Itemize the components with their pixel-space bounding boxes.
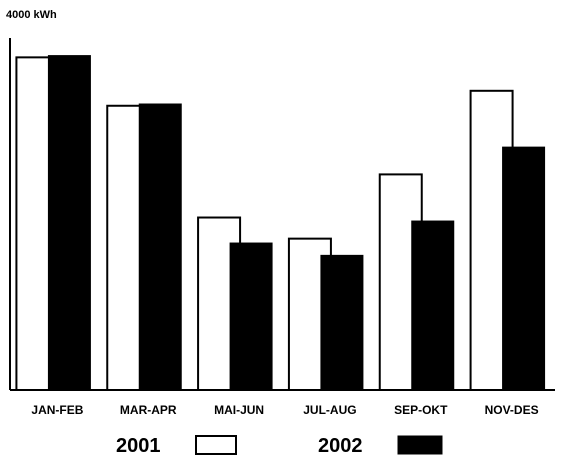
x-tick-labels: JAN-FEB MAR-APR MAI-JUN JUL-AUG SEP-OKT NOV-D…	[31, 403, 538, 417]
legend-label-2001: 2001	[116, 435, 161, 457]
legend-swatch-2001	[195, 435, 237, 455]
bar-2002-nov-des	[502, 146, 546, 391]
legend-label-2002: 2002	[318, 435, 363, 457]
bar-2002-sep-okt	[411, 220, 455, 391]
legend-swatch-2002	[397, 435, 443, 455]
x-tick-label-mai-jun: MAI-JUN	[214, 403, 264, 417]
legend: 2001 2002	[116, 435, 443, 457]
x-tick-label-mar-apr: MAR-APR	[120, 403, 177, 417]
x-tick-label-nov-des: NOV-DES	[485, 403, 539, 417]
bar-2002-jul-aug	[320, 254, 364, 391]
x-tick-label-jul-aug: JUL-AUG	[303, 403, 356, 417]
bar-2002-jan-feb	[47, 55, 91, 391]
bars-group	[15, 55, 546, 392]
x-tick-label-jan-feb: JAN-FEB	[31, 403, 83, 417]
bar-2002-mar-apr	[138, 103, 182, 391]
y-axis-label: 4000 kWh	[6, 9, 57, 21]
x-tick-label-sep-okt: SEP-OKT	[394, 403, 448, 417]
bar-2002-mai-jun	[229, 242, 273, 391]
